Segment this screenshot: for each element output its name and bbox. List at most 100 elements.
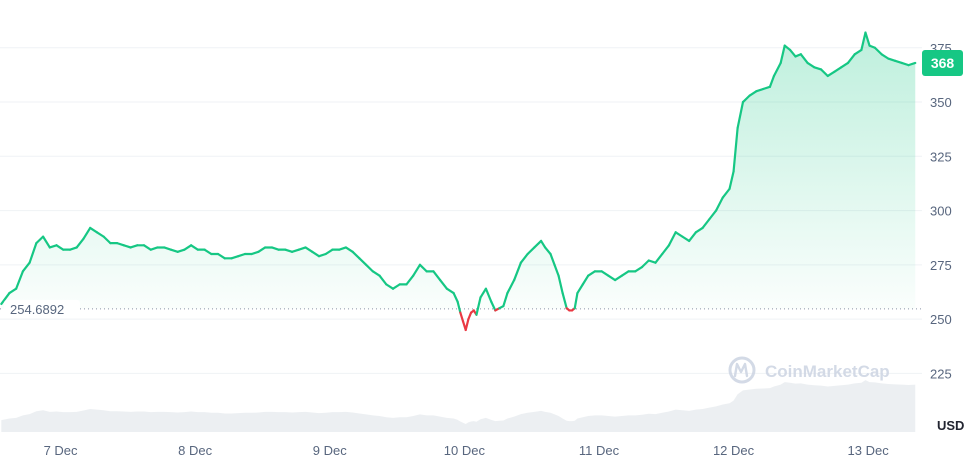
price-line-segment xyxy=(607,274,617,282)
y-tick-label: 275 xyxy=(930,258,952,273)
price-line-segment xyxy=(553,263,560,277)
price-line-segment xyxy=(674,231,684,238)
price-line-segment xyxy=(297,246,307,251)
price-line-segment xyxy=(270,246,280,251)
price-line-segment xyxy=(490,300,497,312)
price-line-segment xyxy=(55,244,65,251)
volume-area xyxy=(1,380,916,432)
price-line-segment xyxy=(237,252,247,258)
price-line-segment xyxy=(412,263,422,277)
price-line-segment xyxy=(358,257,368,266)
price-line-segment xyxy=(456,300,462,314)
price-line-segment xyxy=(304,246,314,253)
price-line-segment xyxy=(418,263,428,273)
price-line-segment xyxy=(371,270,381,277)
price-line-segment xyxy=(324,248,334,256)
price-line-segment xyxy=(755,87,765,93)
price-line-segment xyxy=(75,237,85,249)
price-line-segment xyxy=(600,270,610,277)
price-line-segment xyxy=(176,248,186,253)
price-line-segment xyxy=(748,90,758,97)
reference-label-group: 254.6892 xyxy=(4,299,80,318)
price-line-segment xyxy=(557,274,564,295)
price-line-segment xyxy=(526,246,536,256)
x-tick-label: 11 Dec xyxy=(579,443,620,458)
price-line-segment xyxy=(378,274,388,286)
price-line-segment xyxy=(502,291,509,308)
price-line-segment xyxy=(479,287,488,299)
price-line-segment xyxy=(661,244,671,256)
watermark: CoinMarketCap xyxy=(728,356,890,384)
price-line-segment xyxy=(688,231,697,243)
currency-label: USD xyxy=(937,418,964,433)
price-line-segment xyxy=(351,250,361,260)
price-line-segment xyxy=(893,59,903,65)
y-tick-label: 350 xyxy=(930,95,952,110)
current-price-badge: 368 xyxy=(922,49,963,76)
price-line-segment xyxy=(772,61,782,78)
price-line-segment xyxy=(452,291,459,303)
price-line-segment xyxy=(385,283,395,290)
price-line-segment xyxy=(48,244,58,249)
y-tick-label: 325 xyxy=(930,149,952,164)
price-line-segment xyxy=(840,61,850,69)
price-line-segment xyxy=(714,196,724,212)
price-line-segment xyxy=(620,270,630,277)
price-line-segment xyxy=(806,61,816,69)
price-line-segment xyxy=(102,235,112,245)
price-line-segment xyxy=(736,100,745,130)
price-line-segment xyxy=(142,244,152,251)
price-line-segment xyxy=(728,170,735,190)
price-line-segment xyxy=(783,44,792,52)
price-line-segment xyxy=(887,57,897,62)
price-line-segment xyxy=(0,291,11,306)
price-line-segment xyxy=(216,252,226,260)
price-line-segment xyxy=(459,311,465,323)
price-line-segment xyxy=(853,48,863,56)
price-line-segment xyxy=(519,252,529,264)
price-line-segment xyxy=(533,239,543,249)
price-line-segment xyxy=(183,244,193,251)
price-line-segment xyxy=(445,287,455,295)
x-tick-label: 8 Dec xyxy=(178,443,212,458)
price-line-segment xyxy=(169,248,179,253)
price-line-segment xyxy=(513,261,522,282)
reference-label: 254.6892 xyxy=(10,302,64,317)
x-tick-label: 7 Dec xyxy=(44,443,78,458)
price-line-segment xyxy=(116,242,125,247)
price-line-segment xyxy=(708,209,718,221)
price-line-segment xyxy=(573,291,579,310)
x-tick-label: 9 Dec xyxy=(313,443,347,458)
y-tick-label: 300 xyxy=(930,204,952,219)
price-line-segment xyxy=(873,46,883,56)
price-line-segment xyxy=(15,270,24,290)
price-line[interactable] xyxy=(0,31,917,332)
price-line-segment xyxy=(68,246,78,251)
price-line-segment xyxy=(762,85,772,91)
watermark-text: CoinMarketCap xyxy=(765,362,890,381)
coinmarketcap-logo-icon xyxy=(728,356,756,384)
price-line-segment xyxy=(701,218,711,230)
x-tick-label: 13 Dec xyxy=(848,443,890,458)
price-line-segment xyxy=(95,231,105,238)
current-price-badge-background xyxy=(922,49,963,76)
current-price-label: 368 xyxy=(931,55,955,71)
price-line-segment xyxy=(338,246,348,251)
price-line-segment xyxy=(900,61,910,67)
price-line-segment xyxy=(190,244,199,251)
price-line-segment xyxy=(634,265,644,273)
price-line-segment xyxy=(544,246,552,256)
price-line-segment xyxy=(779,44,786,65)
price-line-segment xyxy=(28,242,38,264)
price-line-segment xyxy=(732,126,739,173)
price-line-segment xyxy=(365,263,374,273)
price-line-segment xyxy=(484,287,493,303)
price-line-segment xyxy=(640,259,650,269)
price-line-segment xyxy=(864,31,871,47)
price-line-segment xyxy=(432,270,442,282)
price-line-segment xyxy=(467,311,473,321)
price-line-segment xyxy=(539,239,547,249)
price-line-segment xyxy=(581,274,590,286)
